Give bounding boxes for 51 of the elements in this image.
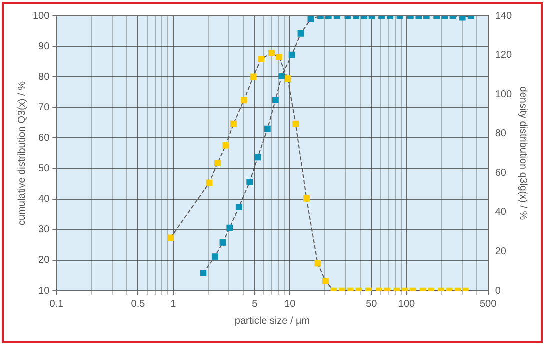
point [230, 120, 237, 128]
point [220, 240, 226, 246]
y2-tick-label: 40 [495, 207, 507, 218]
point [236, 204, 242, 210]
point [226, 224, 234, 232]
point [246, 179, 254, 186]
point [322, 278, 329, 284]
x-tick-label: 500 [480, 298, 498, 310]
y2-tick-label: 140 [495, 10, 512, 22]
y2-tick-label: 0 [495, 286, 502, 297]
x-tick-label: 50 [366, 298, 378, 310]
point [298, 30, 304, 37]
y2-tick-label: 60 [495, 168, 507, 179]
point [459, 16, 466, 21]
y-tick-label: 40 [38, 194, 50, 206]
y2-tick-label: 80 [495, 128, 507, 140]
y-tick-label: 10 [38, 286, 50, 297]
y2-tick-label: 120 [495, 50, 512, 62]
point [250, 74, 257, 80]
x-axis-title: particle size / µm [234, 316, 310, 327]
point [222, 142, 230, 149]
point [268, 50, 275, 57]
y-tick-label: 70 [38, 102, 50, 114]
y-tick-label: 80 [38, 72, 50, 83]
point [308, 16, 314, 23]
y-tick-label: 20 [38, 255, 50, 266]
y-tick-label: 60 [38, 132, 50, 144]
point [272, 97, 279, 104]
y2-tick-label: 100 [495, 89, 512, 100]
y-tick-label: 100 [32, 10, 50, 22]
point [214, 160, 221, 167]
x-tick-label: 10 [284, 298, 296, 310]
point [304, 195, 310, 202]
point [284, 76, 292, 82]
x-tick-label: 0.5 [131, 298, 146, 310]
y-axis-title: cumulative distribution Q3(x) / % [16, 81, 28, 226]
point [240, 97, 248, 104]
y-tick-label: 90 [38, 41, 50, 52]
y2-tick-label: 20 [495, 246, 507, 258]
point [264, 126, 271, 132]
y-tick-label: 50 [38, 164, 50, 175]
point [200, 270, 207, 276]
y2-axis-title: density distribution q3lg(x) / % [517, 86, 528, 220]
point [276, 54, 282, 60]
x-tick-label: 100 [398, 298, 416, 310]
x-tick-label: 1 [170, 298, 177, 310]
x-tick-label: 0.1 [50, 298, 64, 310]
point [288, 52, 296, 58]
x-tick-label: 5 [252, 298, 258, 310]
y-tick-label: 30 [38, 224, 50, 236]
point [258, 56, 264, 62]
